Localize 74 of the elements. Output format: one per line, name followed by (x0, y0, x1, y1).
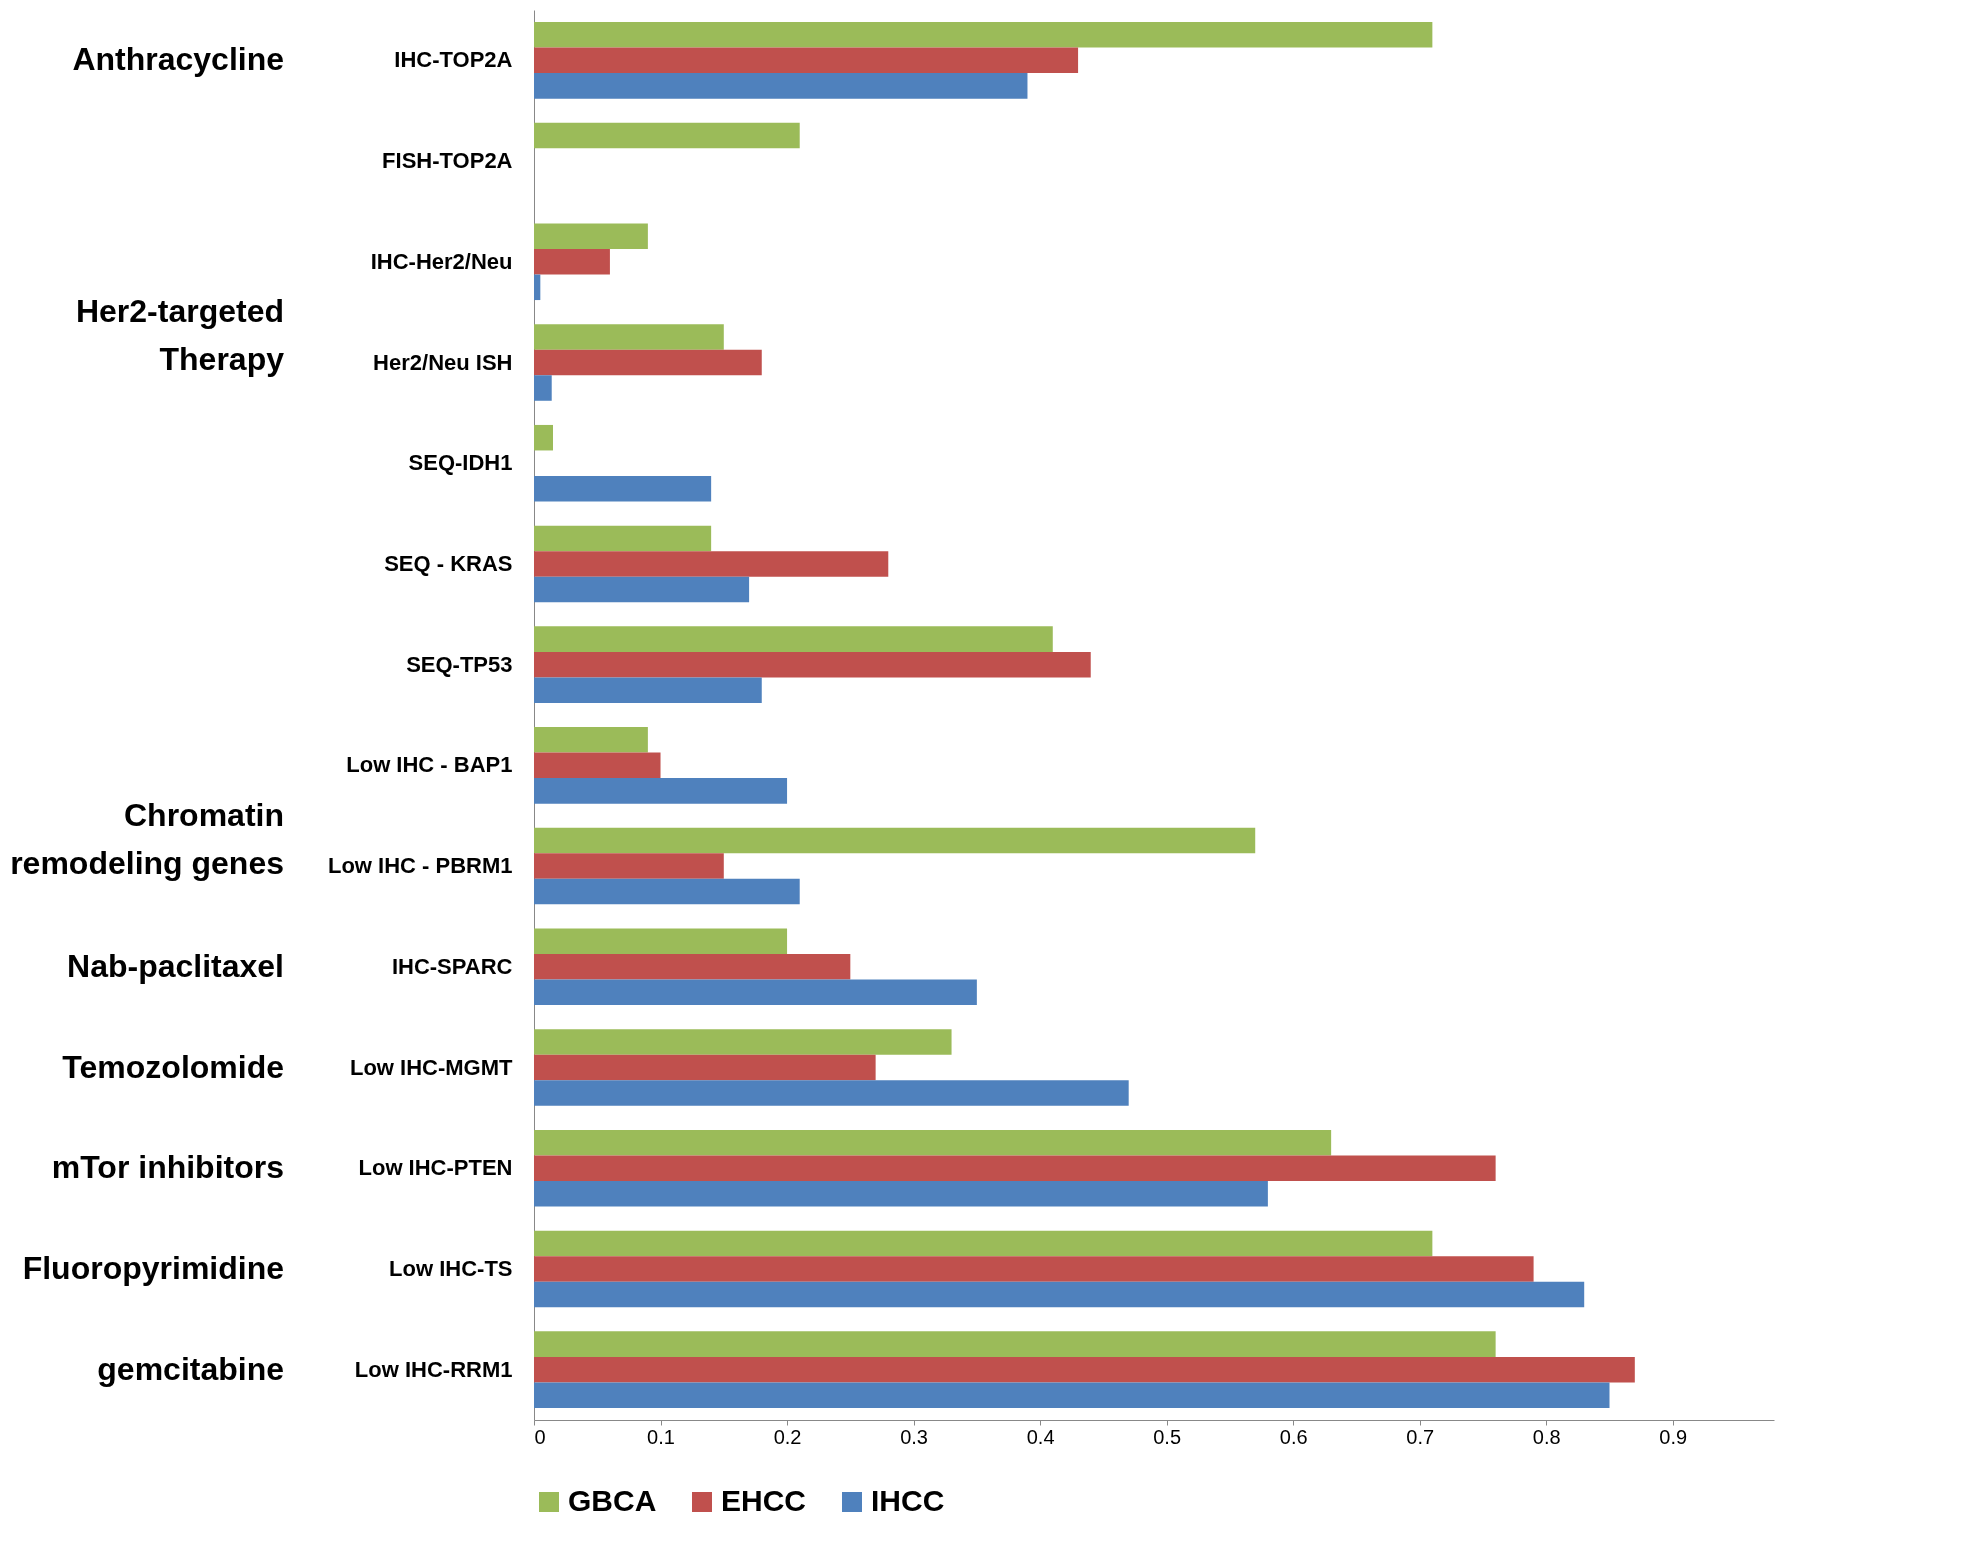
bar (534, 651, 1091, 678)
bar (534, 1356, 1635, 1383)
bar (534, 1155, 1496, 1181)
bar (534, 249, 610, 275)
bar (534, 576, 750, 603)
x-tick-label: 0.7 (1406, 1425, 1435, 1448)
text: Nab-paclitaxel (67, 947, 284, 984)
y-tick-label: SEQ-IDH1 (408, 450, 513, 476)
x-tick-label: 0.6 (1279, 1425, 1308, 1448)
bar (534, 475, 712, 502)
bar (534, 677, 762, 703)
bar (534, 525, 712, 552)
bar (534, 1281, 1585, 1308)
y-tick-label: Low IHC-TS (389, 1255, 513, 1281)
bar (534, 73, 1028, 99)
bar (534, 878, 800, 905)
bar (534, 424, 553, 451)
y-tick-label: Her2/Neu ISH (373, 349, 513, 375)
y-tick-label: Low IHC-MGMT (349, 1054, 514, 1080)
bar (534, 122, 800, 149)
text: gemcitabine (97, 1350, 284, 1387)
bar (534, 375, 552, 401)
bar (534, 47, 1079, 74)
bar (534, 1029, 952, 1055)
bar (534, 1180, 1268, 1207)
y-tick-label: Low IHC - BAP1 (346, 752, 513, 778)
legend-label: EHCC (721, 1484, 807, 1517)
x-tick-label: 0.2 (773, 1425, 802, 1448)
bar (534, 954, 851, 980)
bar (534, 853, 724, 879)
bar (534, 928, 788, 955)
y-tick-label: Low IHC-PTEN (358, 1155, 513, 1181)
y-tick-label: IHC-TOP2A (394, 47, 513, 73)
x-tick-label: 0.8 (1532, 1425, 1561, 1448)
y-tick-label: FISH-TOP2A (382, 148, 513, 174)
bar (534, 1382, 1610, 1408)
y-tick-label: SEQ-TP53 (406, 651, 513, 677)
y-tick-label: IHC-Her2/Neu (370, 248, 513, 274)
y-tick-label: IHC-SPARC (391, 953, 513, 979)
legend-label: GBCA (568, 1484, 657, 1517)
x-tick-label: 0.9 (1659, 1425, 1688, 1448)
x-tick-label: 0.1 (647, 1425, 675, 1448)
text: Anthracycline (72, 41, 284, 78)
x-tick-label: 0.5 (1153, 1425, 1182, 1448)
text: Chromatin remodeling genes (10, 796, 284, 881)
bar (534, 274, 541, 301)
bar (534, 1080, 1129, 1106)
bar (534, 1230, 1433, 1257)
bar (534, 778, 788, 804)
bar (534, 626, 1053, 652)
bar (534, 1256, 1534, 1282)
bar (534, 827, 1256, 854)
y-tick-label: SEQ - KRAS (384, 550, 513, 576)
bar (534, 727, 648, 753)
x-tick-label: 0.3 (900, 1425, 928, 1448)
bar (534, 349, 762, 376)
bar (534, 752, 661, 779)
bar (534, 223, 648, 250)
text: Fluoropyrimidine (22, 1249, 284, 1286)
text: mTor inhibitors (51, 1149, 284, 1186)
bar (534, 22, 1433, 48)
text: Her2-targeted Therapy (75, 293, 285, 378)
y-tick-label: Low IHC-RRM1 (354, 1356, 513, 1382)
bar (534, 551, 889, 577)
bar (534, 324, 724, 350)
y-tick-label: Low IHC - PBRM1 (327, 853, 513, 879)
bar (534, 1054, 876, 1081)
legend-label: IHCC (871, 1484, 945, 1517)
bar (534, 1129, 1332, 1156)
bar (534, 979, 977, 1006)
bar (534, 1331, 1496, 1357)
x-tick-label: 0 (534, 1425, 546, 1448)
x-tick-label: 0.4 (1026, 1425, 1055, 1448)
text: Temozolomide (62, 1048, 284, 1085)
